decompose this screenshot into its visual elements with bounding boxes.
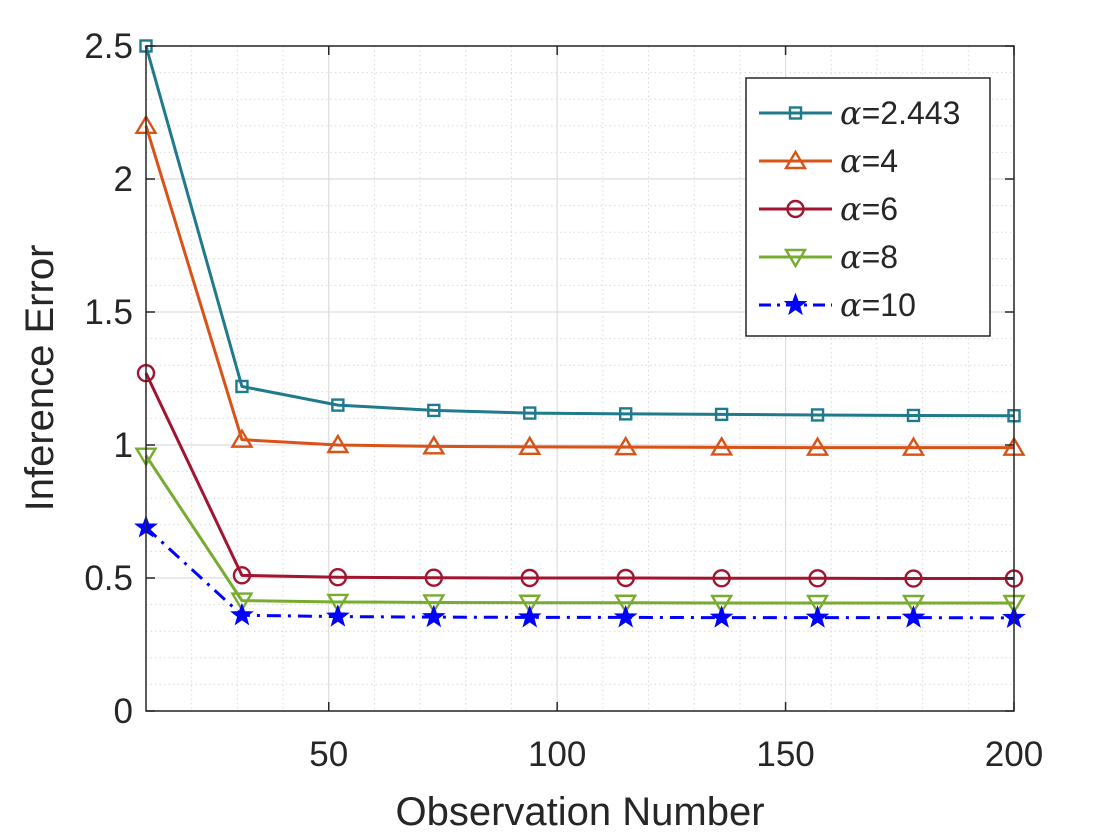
data-point-4-5 <box>613 604 638 628</box>
legend-marker-2 <box>786 199 805 219</box>
legend-alpha-symbol: α <box>840 286 862 324</box>
legend-value: =4 <box>862 143 898 179</box>
data-point-3-4 <box>518 594 542 615</box>
legend-value: =2.443 <box>862 95 961 131</box>
data-point-3-2 <box>326 593 350 614</box>
data-point-4-1 <box>230 602 254 626</box>
data-point-2-3 <box>424 568 444 587</box>
series-layer <box>134 39 1026 628</box>
legend-value: =6 <box>862 191 898 227</box>
y-tick-label: 2 <box>114 160 133 199</box>
legend-value: =10 <box>862 287 916 323</box>
data-point-1-2 <box>326 433 350 454</box>
y-tick-label: 1.5 <box>84 293 133 332</box>
legend-alpha-symbol: α <box>840 190 862 228</box>
series-line-1 <box>144 125 1014 450</box>
x-tick-label: 100 <box>528 735 586 774</box>
y-tick-label: 2.5 <box>84 27 133 66</box>
legend-marker-4 <box>783 292 808 316</box>
data-point-2-7 <box>808 569 827 588</box>
legend-label-0: α=2.443 <box>840 94 960 132</box>
legend-value: =8 <box>862 239 898 275</box>
data-point-4-8 <box>901 605 926 628</box>
data-point-2-5 <box>616 568 635 588</box>
x-tick-label: 200 <box>985 735 1043 774</box>
legend-marker-0 <box>788 106 803 120</box>
data-point-3-3 <box>422 594 446 614</box>
series-line-3 <box>144 454 1014 605</box>
data-point-0-7 <box>810 408 825 422</box>
data-point-0-3 <box>427 403 441 418</box>
x-tick-label: 50 <box>309 735 348 774</box>
data-point-4-7 <box>805 605 830 628</box>
data-point-3-8 <box>901 594 926 615</box>
data-point-0-1 <box>235 379 249 394</box>
data-point-1-6 <box>710 436 734 456</box>
y-tick-label: 1 <box>114 426 133 465</box>
plot-area-frame <box>145 45 1015 712</box>
legend-label-4: α=10 <box>840 286 916 324</box>
tick-labels: 50 100 150 200 0 0.5 1 1.5 2 2.5 <box>84 27 1043 774</box>
legend-label-2: α=6 <box>840 190 898 228</box>
data-point-2-4 <box>520 568 539 588</box>
series-line-2 <box>144 372 1014 581</box>
legend-marker-3 <box>783 248 808 269</box>
axis-ticks <box>146 45 1015 712</box>
legend-alpha-symbol: α <box>840 238 862 276</box>
data-point-4-6 <box>709 605 734 628</box>
legend-label-3: α=8 <box>840 238 898 276</box>
data-point-0-8 <box>906 408 921 423</box>
data-point-1-3 <box>422 434 446 455</box>
data-point-3-6 <box>710 594 734 615</box>
data-point-3-5 <box>614 594 638 615</box>
series-line-4 <box>144 526 1015 620</box>
data-point-0-5 <box>618 407 633 421</box>
data-point-2-8 <box>904 569 923 588</box>
series-line-0 <box>144 45 1015 418</box>
x-tick-label: 150 <box>756 735 814 774</box>
series-3 <box>134 447 1026 615</box>
data-point-2-6 <box>712 569 731 588</box>
data-point-4-2 <box>326 604 350 627</box>
data-point-1-1 <box>230 428 254 448</box>
data-point-4-4 <box>517 604 542 628</box>
legend-label-1: α=4 <box>840 142 898 180</box>
data-point-3-7 <box>805 594 830 615</box>
data-point-0-4 <box>523 406 537 420</box>
legend-marker-1 <box>783 149 808 170</box>
legend-alpha-symbol: α <box>840 142 862 180</box>
y-axis-label: Inference Error <box>18 245 62 512</box>
data-point-1-8 <box>901 436 926 456</box>
data-point-1-7 <box>805 436 830 456</box>
data-point-0-6 <box>714 407 729 422</box>
x-axis-label: Observation Number <box>395 790 764 834</box>
y-tick-label: 0.5 <box>84 559 133 598</box>
data-point-2-1 <box>232 566 252 585</box>
data-point-1-4 <box>518 435 542 456</box>
y-tick-label: 0 <box>114 692 133 731</box>
data-point-2-2 <box>328 568 348 587</box>
minor-grid <box>145 46 1014 711</box>
data-point-1-5 <box>614 435 638 456</box>
data-point-3-1 <box>230 592 254 612</box>
data-point-0-2 <box>331 398 345 412</box>
legend-alpha-symbol: α <box>840 94 862 132</box>
data-point-4-3 <box>421 604 446 628</box>
